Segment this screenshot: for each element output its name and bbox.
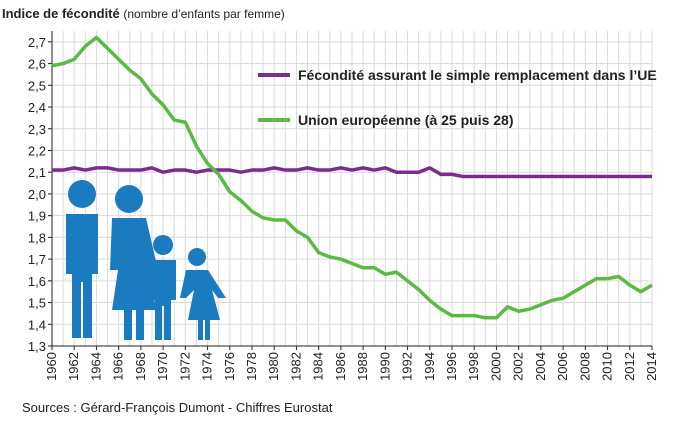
title: Indice de fécondité: [2, 6, 120, 21]
legend-label: Fécondité assurant le simple remplacemen…: [298, 67, 657, 83]
x-tick-label: 1976: [222, 352, 237, 381]
x-tick-label: 1984: [311, 352, 326, 381]
x-tick-label: 1966: [111, 352, 126, 381]
x-tick-label: 1988: [355, 352, 370, 381]
legend-label: Union européenne (à 25 puis 28): [298, 112, 514, 128]
x-tick-label: 1986: [333, 352, 348, 381]
family-icon: [66, 180, 226, 340]
x-tick-label: 2008: [577, 352, 592, 381]
x-tick-label: 2014: [644, 352, 659, 381]
x-tick-label: 1990: [377, 352, 392, 381]
x-tick-label: 1970: [155, 352, 170, 381]
y-tick-label: 2,7: [28, 35, 46, 50]
y-tick-label: 1,4: [28, 317, 46, 332]
y-tick-label: 2,3: [28, 122, 46, 137]
chart: 1,3 1,4 1,5 1,6 1,7 1,8 1,9 2,0 2,1 2,2 2,3 2,4 2,5 2…: [0, 0, 693, 424]
y-tick-label: 2,6: [28, 57, 46, 72]
x-tick-label: 1992: [400, 352, 415, 381]
x-tick-label: 1974: [200, 352, 215, 381]
y-tick-label: 1,5: [28, 296, 46, 311]
x-tick-label: 2006: [555, 352, 570, 381]
y-tick-label: 1,3: [28, 339, 46, 354]
y-tick-label: 2,1: [28, 165, 46, 180]
source: Sources : Gérard-François Dumont - Chiff…: [22, 400, 333, 415]
x-tick-label: 1980: [266, 352, 281, 381]
x-tick-label: 2002: [511, 352, 526, 381]
chart-title: Indice de fécondité (nombre d’enfants pa…: [2, 6, 285, 21]
y-tick-label: 2,2: [28, 143, 46, 158]
x-tick-label: 2012: [622, 352, 637, 381]
y-tick-label: 2,5: [28, 78, 46, 93]
y-tick-label: 1,7: [28, 252, 46, 267]
x-tick-label: 1982: [288, 352, 303, 381]
x-tick-label: 1994: [422, 352, 437, 381]
x-tick-label: 1996: [444, 352, 459, 381]
y-tick-label: 1,8: [28, 230, 46, 245]
x-tick-label: 1962: [66, 352, 81, 381]
x-tick-label: 1968: [133, 352, 148, 381]
x-tick-label: 1964: [88, 352, 103, 381]
subtitle: (nombre d’enfants par femme): [123, 7, 284, 21]
y-tick-label: 2,4: [28, 100, 46, 115]
x-tick-label: 1978: [244, 352, 259, 381]
x-tick-label: 2000: [488, 352, 503, 381]
x-tick-label: 2010: [600, 352, 615, 381]
x-tick-label: 2004: [533, 352, 548, 381]
x-tick-label: 1998: [466, 352, 481, 381]
x-tick-label: 1960: [44, 352, 59, 381]
x-tick-label: 1972: [177, 352, 192, 381]
y-tick-label: 1,6: [28, 274, 46, 289]
y-tick-label: 1,9: [28, 209, 46, 224]
y-tick-label: 2,0: [28, 187, 46, 202]
